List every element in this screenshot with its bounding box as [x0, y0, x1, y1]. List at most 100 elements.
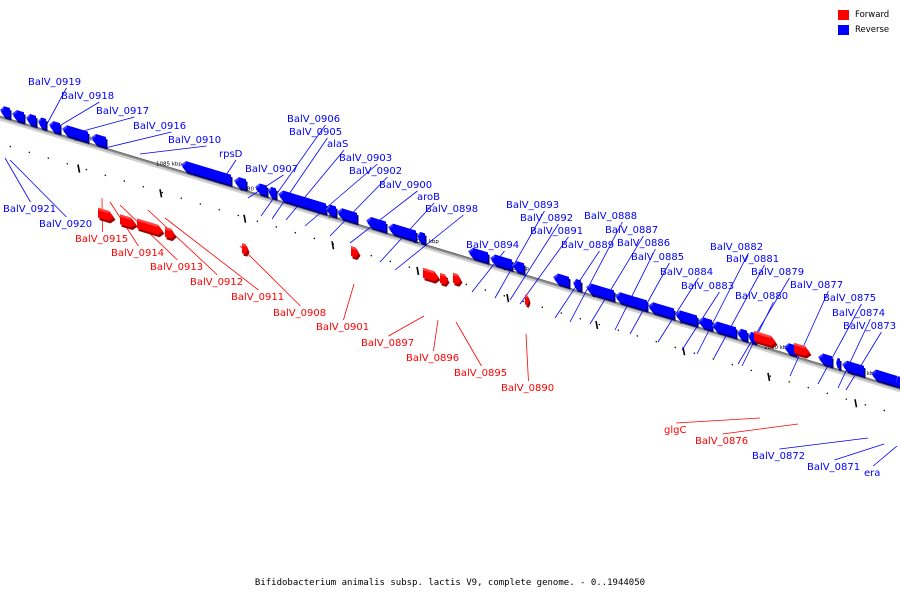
minor-tick	[731, 363, 734, 366]
reverse-gene	[836, 357, 842, 372]
reverse-gene	[648, 302, 676, 322]
reverse-gene	[388, 223, 418, 244]
reverse-leader-line	[9, 159, 67, 218]
minor-tick	[313, 237, 316, 240]
reverse-gene-label: BalV_0892	[520, 213, 573, 224]
major-tick	[506, 293, 510, 303]
reverse-gene-label: BalV_0886	[617, 238, 670, 249]
reverse-gene-label: rpsD	[219, 149, 243, 160]
reverse-leader-line	[519, 236, 569, 305]
major-tick	[243, 214, 247, 223]
reverse-leader-line	[349, 190, 418, 244]
minor-tick	[47, 157, 50, 159]
minor-tick	[484, 289, 487, 291]
reverse-gene	[181, 161, 233, 188]
forward-gene-label: BalV_0911	[231, 292, 284, 303]
forward-gene-label: glgC	[664, 425, 686, 436]
minor-tick	[826, 392, 829, 395]
forward-leader-line	[455, 321, 482, 367]
forward-gene	[423, 267, 441, 284]
forward-gene	[794, 342, 812, 359]
forward-leader-line	[676, 417, 761, 424]
reverse-leader-line	[304, 163, 378, 227]
reverse-gene	[586, 283, 616, 303]
forward-gene-label: BalV_0895	[454, 368, 507, 379]
reverse-leader-line	[789, 290, 829, 377]
major-tick	[767, 372, 771, 382]
forward-gene	[440, 272, 450, 287]
reverse-gene-label: BalV_0888	[584, 211, 637, 222]
reverse-gene-label: BalV_0884	[660, 267, 713, 278]
minor-tick	[693, 352, 696, 355]
reverse-gene	[512, 261, 526, 276]
legend-forward-label: Forward	[855, 10, 890, 20]
major-tick	[331, 241, 335, 250]
reverse-gene-label: BalV_0889	[561, 240, 614, 251]
minor-tick	[674, 346, 677, 349]
reverse-gene-label: BalV_0921	[3, 204, 56, 215]
forward-swatch	[838, 10, 849, 20]
reverse-gene-label: BalV_0881	[726, 254, 779, 265]
forward-gene	[453, 272, 463, 287]
major-tick	[854, 399, 858, 408]
major-tick	[77, 164, 81, 173]
reverse-gene	[842, 360, 866, 379]
reverse-leader-line	[834, 443, 885, 461]
minor-tick	[142, 185, 145, 188]
forward-gene	[137, 218, 165, 238]
reverse-gene	[871, 369, 899, 389]
gene-labels: BalV_0921 BalV_0920 BalV_0919 BalV_0918 BalV…	[3, 77, 896, 479]
reverse-gene-label: alaS	[327, 139, 348, 150]
reverse-leader-line	[285, 149, 345, 221]
reverse-leader-line	[713, 264, 765, 359]
forward-gene-label: BalV_0896	[406, 353, 459, 364]
forward-gene-label: BalV_0901	[316, 322, 369, 333]
forward-leader-line	[722, 423, 799, 435]
reverse-gene	[62, 125, 90, 145]
reverse-gene	[896, 376, 900, 389]
reverse-leader-line	[569, 221, 623, 323]
reverse-gene-label: BalV_0873	[843, 321, 896, 332]
reverse-gene	[337, 208, 359, 226]
reverse-gene-label: aroB	[417, 192, 440, 203]
minor-tick	[161, 191, 164, 194]
reverse-leader-line	[845, 331, 882, 391]
forward-gene	[120, 214, 138, 231]
minor-tick	[769, 375, 772, 378]
reverse-gene	[615, 292, 649, 313]
minor-tick	[275, 226, 278, 228]
reverse-gene-label: BalV_0893	[506, 200, 559, 211]
reverse-leader-line	[139, 145, 207, 155]
reverse-leader-line	[779, 437, 869, 450]
reverse-gene	[12, 110, 26, 125]
forward-gene	[525, 294, 531, 308]
reverse-gene-label: BalV_0887	[605, 225, 658, 236]
minor-tick	[807, 386, 810, 389]
reverse-gene-label: BalV_0885	[631, 252, 684, 263]
forward-gene	[165, 226, 177, 242]
reverse-gene-label: era	[864, 468, 880, 479]
forward-gene-label: BalV_0912	[190, 277, 243, 288]
minor-tick	[598, 323, 601, 326]
backbone-edge	[0, 115, 900, 389]
reverse-leader-line	[837, 318, 871, 389]
reverse-gene	[675, 310, 699, 328]
forward-gene-label: BalV_0890	[501, 383, 554, 394]
gene-features	[0, 106, 900, 389]
reverse-gene	[712, 321, 738, 340]
reverse-gene-label: BalV_0883	[681, 281, 734, 292]
forward-gene-label: BalV_0915	[75, 234, 128, 245]
minor-tick	[845, 398, 848, 400]
reverse-gene	[278, 190, 328, 216]
minor-tick	[560, 312, 563, 314]
reverse-gene-label: BalV_0906	[287, 114, 340, 125]
forward-gene-label: BalV_0913	[150, 262, 203, 273]
minor-tick	[256, 220, 259, 223]
reverse-gene-label: BalV_0902	[349, 166, 402, 177]
reverse-gene-label: BalV_0910	[168, 135, 221, 146]
legend-reverse-label: Reverse	[855, 25, 890, 35]
minor-tick	[66, 162, 69, 165]
reverse-gene-label: BalV_0875	[823, 293, 876, 304]
backbone-shadow	[0, 117, 900, 393]
reverse-gene	[268, 186, 278, 201]
